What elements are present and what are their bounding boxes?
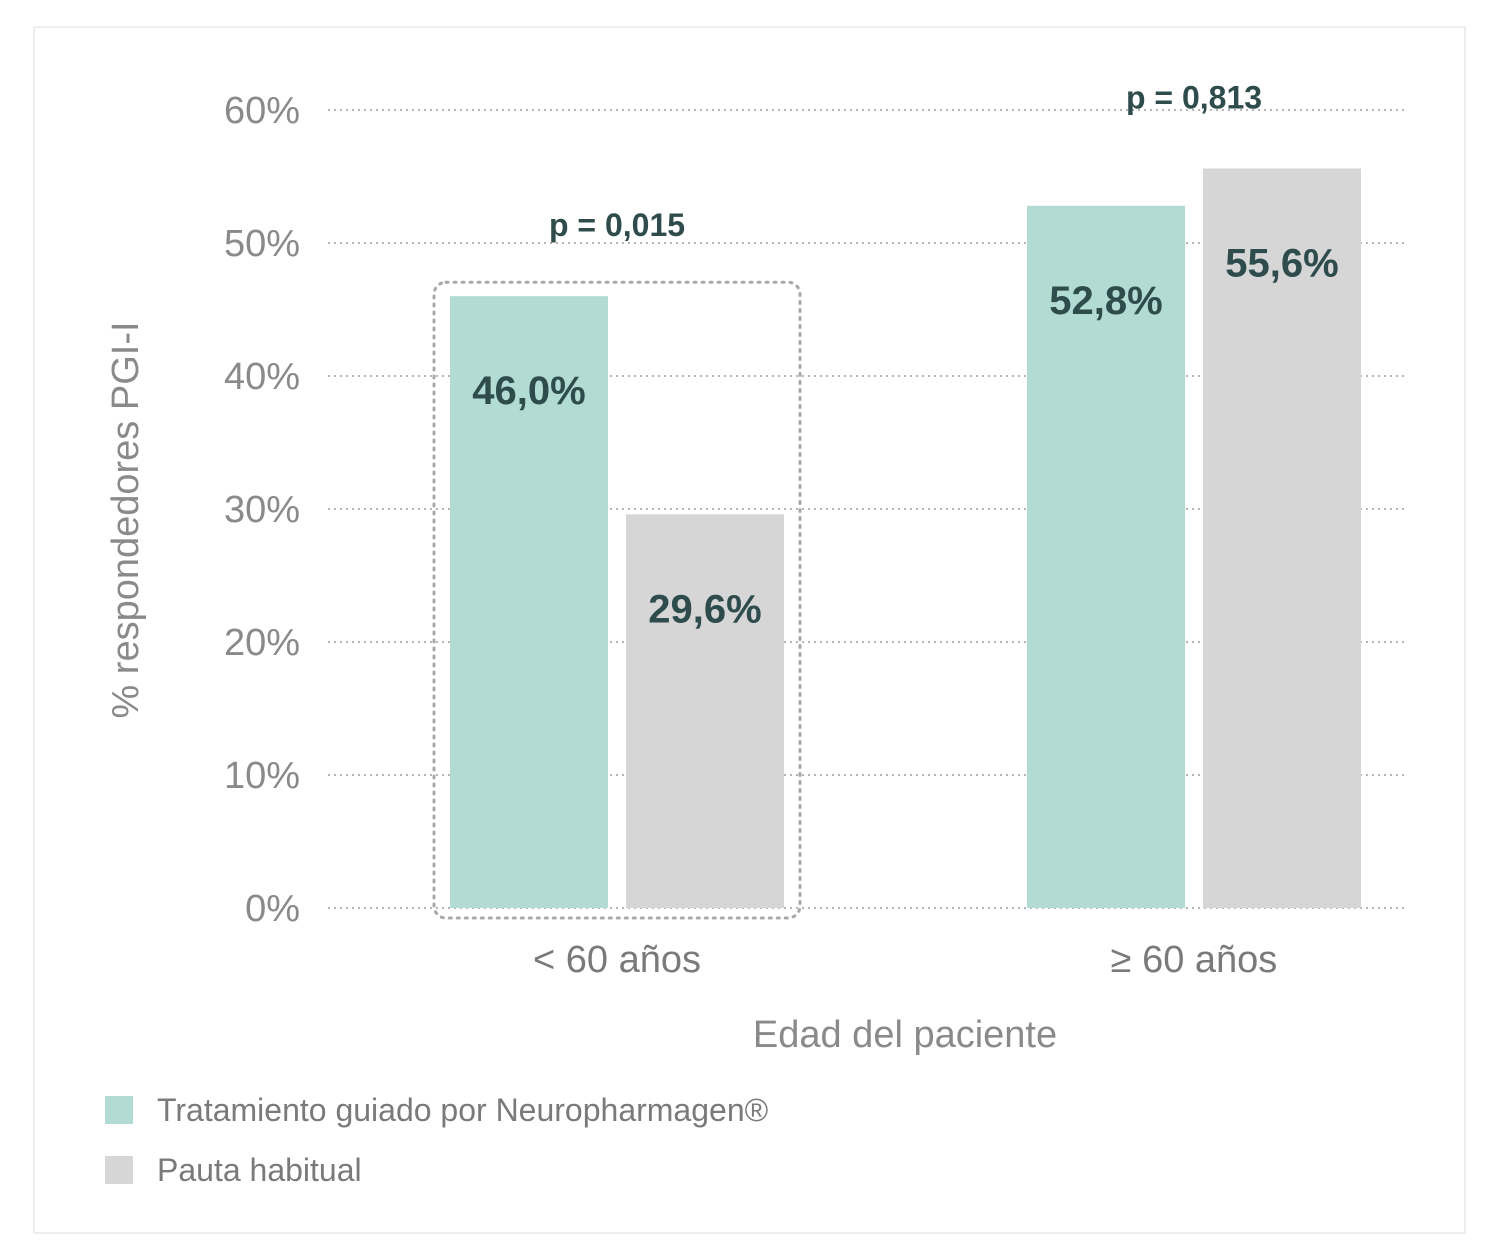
y-tick-label-0: 0% (245, 888, 300, 930)
x-category-label-1: ≥ 60 años (1111, 939, 1278, 981)
legend-label-pauta-habitual: Pauta habitual (157, 1152, 362, 1188)
value-labels: 46,0% 52,8% 29,6% 55,6% (472, 242, 1338, 632)
legend-swatch-neuropharmagen (105, 1096, 133, 1124)
bar-series1-cat0 (626, 514, 784, 908)
p-value-1: p = 0,813 (1126, 80, 1262, 116)
legend-swatch-pauta-habitual (105, 1156, 133, 1184)
legend-item-pauta-habitual: Pauta habitual (105, 1152, 1005, 1192)
value-label-series0-cat0: 46,0% (472, 369, 585, 413)
y-tick-label-40: 40% (224, 356, 300, 398)
bar-series0-cat1 (1027, 205, 1185, 908)
y-tick-label-50: 50% (224, 223, 300, 265)
bar-series0-cat0 (450, 296, 608, 908)
y-tick-label-60: 60% (224, 90, 300, 132)
chart-frame (33, 26, 1466, 1234)
bars (450, 168, 1361, 908)
value-label-series0-cat1: 52,8% (1049, 279, 1162, 323)
p-value-0: p = 0,015 (549, 207, 685, 243)
x-category-label-0: < 60 años (533, 939, 701, 981)
y-axis-title: % respondedores PGI-I (105, 321, 147, 718)
bar-series1-cat1 (1203, 168, 1361, 908)
legend-label-neuropharmagen: Tratamiento guiado por Neuropharmagen® (157, 1092, 769, 1128)
x-axis-title: Edad del paciente (753, 1014, 1057, 1056)
highlight-box (432, 280, 802, 920)
y-tick-label-10: 10% (224, 755, 300, 797)
y-tick-label-30: 30% (224, 489, 300, 531)
x-axis-categories: < 60 años ≥ 60 años (533, 939, 1277, 981)
legend-item-neuropharmagen: Tratamiento guiado por Neuropharmagen® (105, 1092, 1005, 1132)
value-label-series1-cat1: 55,6% (1225, 242, 1338, 286)
y-tick-label-20: 20% (224, 622, 300, 664)
value-label-series1-cat0: 29,6% (648, 587, 761, 631)
p-value-annotations: p = 0,015 p = 0,813 (549, 80, 1262, 244)
y-axis-ticks: 0% 10% 20% 30% 40% 50% 60% (224, 90, 300, 930)
